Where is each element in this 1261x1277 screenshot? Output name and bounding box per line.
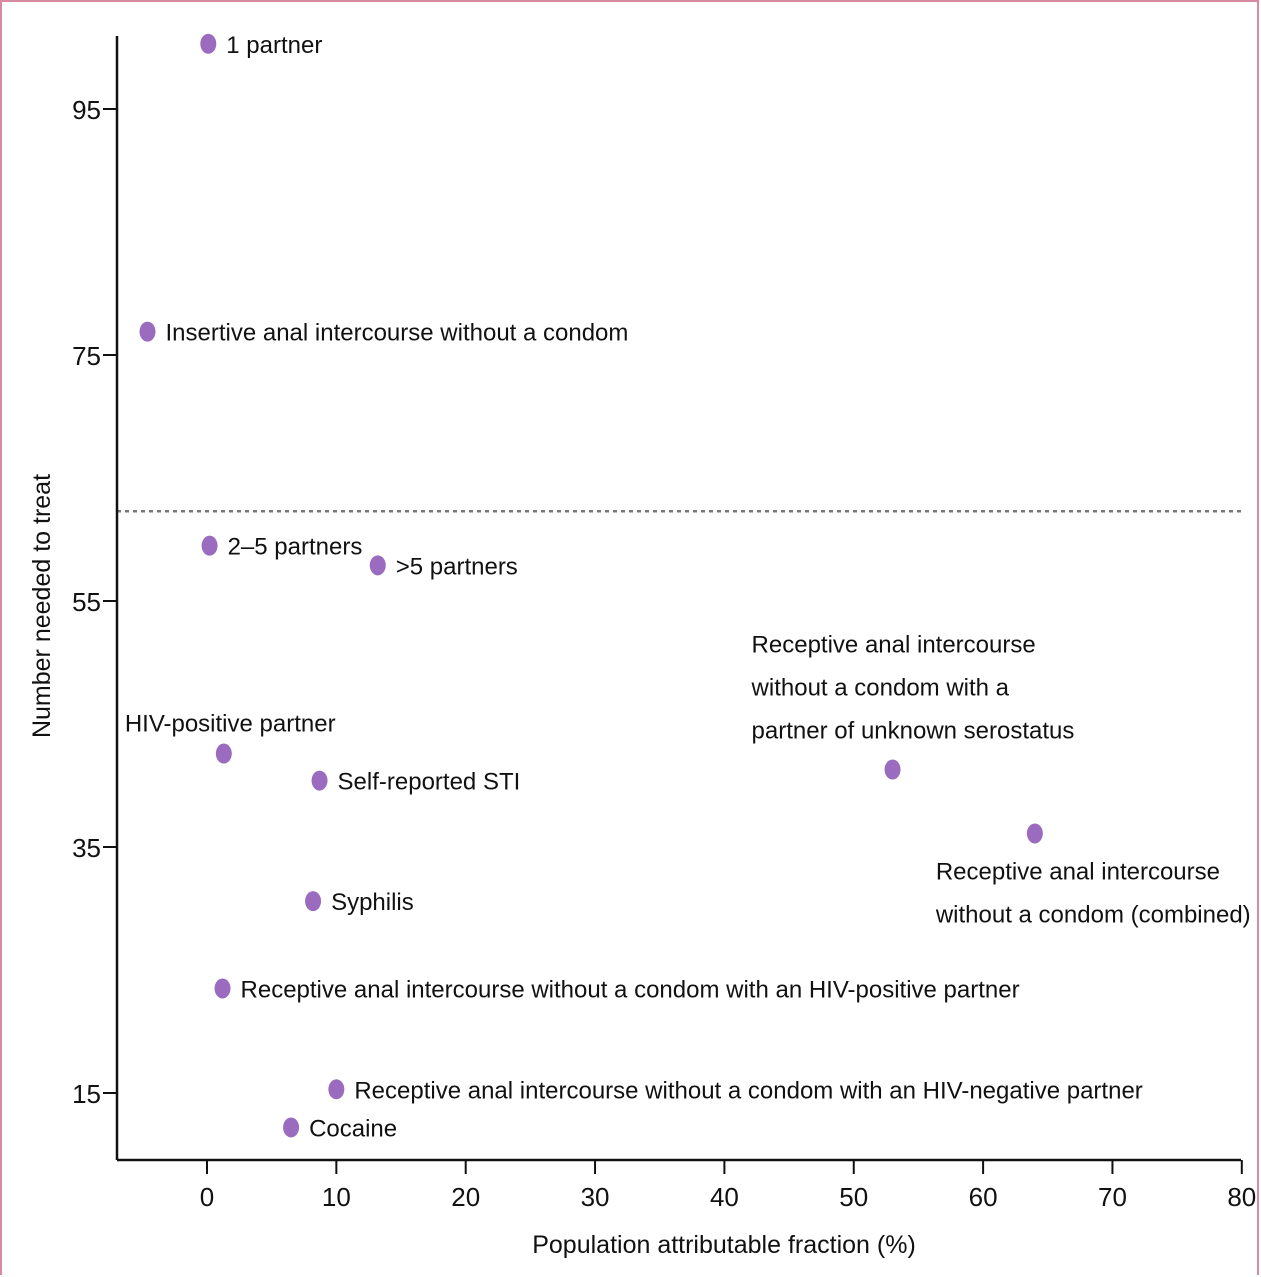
point-label: Syphilis <box>331 889 414 916</box>
data-point <box>201 535 218 556</box>
point-label-line: without a condom (combined) <box>935 901 1251 928</box>
point-label-line: 1 partner <box>226 32 322 59</box>
point-label-line: Receptive anal intercourse without a con… <box>241 976 1020 1003</box>
point-labels: 1 partner Insertive anal intercourse with… <box>125 32 1251 1143</box>
point-label-line: Receptive anal intercourse <box>936 858 1220 885</box>
data-point <box>328 1079 345 1100</box>
point-label-line: Insertive anal intercourse without a con… <box>165 320 628 347</box>
y-tick-label: 95 <box>72 95 101 125</box>
data-point <box>884 759 901 780</box>
data-point <box>215 743 232 764</box>
x-axis-title: Population attributable fraction (%) <box>532 1231 916 1259</box>
point-label: 2–5 partners <box>228 534 363 561</box>
x-tick-label: 10 <box>322 1182 351 1212</box>
point-label: Cocaine <box>309 1115 397 1142</box>
data-point <box>139 321 156 342</box>
point-label-line: without a condom with a <box>751 675 1010 702</box>
x-tick-label: 20 <box>451 1182 480 1212</box>
y-axis-title: Number needed to treat <box>28 474 56 738</box>
y-tick-label: 75 <box>72 341 101 371</box>
point-label: Receptive anal intercourse without a cond… <box>935 858 1251 928</box>
data-points <box>139 33 1043 1138</box>
point-label: Receptive anal intercourse without a cond… <box>751 632 1075 745</box>
data-point <box>311 770 328 791</box>
x-tick-label: 80 <box>1227 1182 1256 1212</box>
point-label-line: Cocaine <box>309 1115 397 1142</box>
y-tick-label: 35 <box>72 833 101 863</box>
y-tick-label: 55 <box>72 587 101 617</box>
axes: 0 10 20 30 40 50 60 70 80 15 35 55 75 95 <box>72 36 1256 1212</box>
point-label-line: >5 partners <box>396 553 518 580</box>
data-point <box>214 978 231 999</box>
data-point <box>1026 823 1043 844</box>
point-label-line: Receptive anal intercourse <box>752 632 1036 659</box>
point-label-line: Syphilis <box>331 889 414 916</box>
point-label-line: partner of unknown serostatus <box>752 718 1075 745</box>
point-label: Insertive anal intercourse without a con… <box>165 320 628 347</box>
point-label-line: HIV-positive partner <box>125 711 336 738</box>
x-tick-label: 40 <box>710 1182 739 1212</box>
data-point <box>200 33 217 54</box>
x-tick-label: 60 <box>969 1182 998 1212</box>
point-label-line: 2–5 partners <box>228 534 363 561</box>
point-label: Receptive anal intercourse without a con… <box>241 976 1020 1003</box>
data-point <box>283 1117 300 1138</box>
x-tick-label: 50 <box>839 1182 868 1212</box>
point-label: HIV-positive partner <box>125 711 336 738</box>
point-label: 1 partner <box>226 32 322 59</box>
data-point <box>305 891 322 912</box>
x-tick-label: 0 <box>200 1182 214 1212</box>
point-label-line: Self-reported STI <box>338 769 521 796</box>
point-label: >5 partners <box>396 553 518 580</box>
point-label: Self-reported STI <box>338 769 521 796</box>
x-tick-label: 30 <box>581 1182 610 1212</box>
data-point <box>369 555 386 576</box>
point-label-line: Receptive anal intercourse without a con… <box>354 1077 1142 1104</box>
x-tick-label: 70 <box>1098 1182 1127 1212</box>
point-label: Receptive anal intercourse without a con… <box>354 1077 1142 1104</box>
y-tick-label: 15 <box>72 1079 101 1109</box>
